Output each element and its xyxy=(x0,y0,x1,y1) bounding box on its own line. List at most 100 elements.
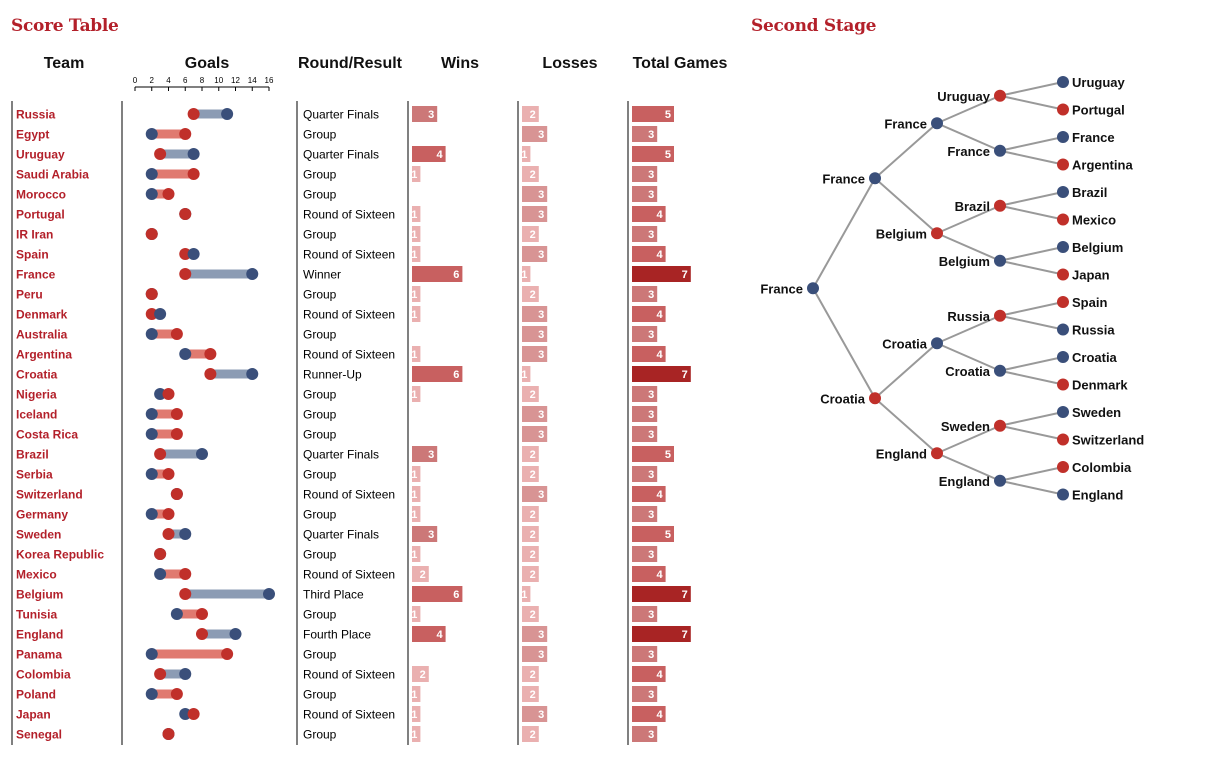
bracket-link xyxy=(874,177,938,234)
total-bar xyxy=(632,526,674,542)
wins-value: 3 xyxy=(428,109,434,121)
team-name: Colombia xyxy=(16,668,71,682)
total-value: 3 xyxy=(648,729,654,741)
bracket-link xyxy=(936,424,1001,455)
round-result: Runner-Up xyxy=(303,368,362,382)
total-value: 4 xyxy=(656,349,663,361)
losses-bar xyxy=(522,566,539,582)
bracket-node xyxy=(994,144,1006,157)
bracket-link xyxy=(936,342,1001,372)
goals-scored-dot xyxy=(145,408,158,420)
table-row: Iceland Group 3 3 xyxy=(16,406,658,422)
total-bar xyxy=(632,186,658,202)
total-value: 4 xyxy=(656,249,663,261)
total-bar xyxy=(632,346,666,362)
bracket-node xyxy=(807,282,819,295)
total-bar xyxy=(632,546,658,562)
table-row: Germany Group 1 2 3 xyxy=(16,506,658,522)
wins-value: 1 xyxy=(411,509,417,521)
wins-value: 1 xyxy=(411,729,417,741)
total-value: 3 xyxy=(648,329,654,341)
wins-bar xyxy=(412,286,421,302)
bracket-link xyxy=(999,479,1064,496)
wins-value: 1 xyxy=(411,609,417,621)
goals-scored-dot xyxy=(229,628,242,640)
losses-bar xyxy=(522,306,548,322)
round-result: Winner xyxy=(303,268,341,282)
round-result: Group xyxy=(303,688,337,702)
goals-conceded-dot xyxy=(145,308,158,320)
round-result: Group xyxy=(303,168,337,182)
losses-value: 2 xyxy=(530,449,536,461)
total-value: 5 xyxy=(665,529,671,541)
wins-value: 4 xyxy=(436,629,443,641)
bracket-link xyxy=(999,191,1064,207)
total-value: 5 xyxy=(665,149,671,161)
team-name: Mexico xyxy=(16,568,57,582)
wins-value: 1 xyxy=(411,209,417,221)
bracket-nodes: Uruguay Portugal Uruguay France Argentina Fra… xyxy=(760,75,1144,503)
losses-value: 2 xyxy=(530,669,536,681)
table-row: France Winner 6 1 7 xyxy=(16,266,691,282)
losses-bar xyxy=(522,486,548,502)
team-name: Costa Rica xyxy=(16,428,78,442)
team-name: Brazil xyxy=(16,448,49,462)
bracket-team-label: Portugal xyxy=(1072,103,1125,118)
bracket-node xyxy=(1057,351,1069,363)
round-result: Quarter Finals xyxy=(303,148,379,162)
goals-scored-dot xyxy=(145,168,158,180)
team-name: Switzerland xyxy=(16,488,83,502)
table-row: Portugal Round of Sixteen 1 3 4 xyxy=(16,206,666,222)
wins-bar xyxy=(412,686,421,702)
total-bar xyxy=(632,386,658,402)
goals-scored-dot xyxy=(179,528,192,540)
wins-value: 2 xyxy=(420,669,426,681)
total-value: 4 xyxy=(656,569,663,581)
losses-value: 3 xyxy=(538,249,544,261)
losses-value: 3 xyxy=(538,629,544,641)
goals-axis-tick-label: 2 xyxy=(150,76,155,85)
wins-value: 2 xyxy=(420,569,426,581)
round-result: Round of Sixteen xyxy=(303,248,395,262)
wins-value: 1 xyxy=(411,349,417,361)
wins-value: 1 xyxy=(411,389,417,401)
table-row: Uruguay Quarter Finals 4 1 5 xyxy=(16,146,674,162)
bracket-team-label: Belgium xyxy=(876,226,927,241)
goals-scored-dot xyxy=(154,388,167,400)
total-value: 3 xyxy=(648,509,654,521)
bracket-links xyxy=(812,81,1064,496)
team-column-header: Team xyxy=(43,55,85,72)
losses-value: 3 xyxy=(538,329,544,341)
total-value: 7 xyxy=(682,589,688,601)
bracket-link xyxy=(999,81,1064,97)
bracket-node xyxy=(1057,213,1069,226)
round-result: Group xyxy=(303,608,337,622)
goals-conceded-dot xyxy=(204,348,217,360)
table-row: Tunisia Group 1 2 3 xyxy=(16,606,658,622)
table-row: Saudi Arabia Group 1 2 3 xyxy=(16,166,658,182)
team-name: Sweden xyxy=(16,528,61,542)
total-value: 3 xyxy=(648,189,654,201)
losses-bar xyxy=(522,366,531,382)
losses-value: 2 xyxy=(530,549,536,561)
goals-axis-tick-label: 14 xyxy=(248,76,257,85)
wins-value: 1 xyxy=(411,289,417,301)
total-value: 7 xyxy=(682,629,688,641)
round-result: Group xyxy=(303,288,337,302)
losses-value: 2 xyxy=(530,609,536,621)
team-name: Senegal xyxy=(16,728,62,742)
losses-bar xyxy=(522,286,539,302)
bracket-team-label: Brazil xyxy=(1072,185,1107,200)
bracket-team-label: Croatia xyxy=(1072,350,1118,365)
goals-scored-dot xyxy=(221,108,234,120)
team-name: Croatia xyxy=(16,368,58,382)
table-row: Peru Group 1 2 3 xyxy=(16,286,658,302)
round-column-header: Round/Result xyxy=(298,55,402,72)
table-row: Japan Round of Sixteen 1 3 4 xyxy=(16,706,666,722)
losses-bar xyxy=(522,446,539,462)
losses-value: 3 xyxy=(538,649,544,661)
bracket-node xyxy=(1057,186,1069,198)
bracket-team-label: Switzerland xyxy=(1072,433,1144,448)
table-row: Mexico Round of Sixteen 2 2 4 xyxy=(16,566,666,582)
total-value: 3 xyxy=(648,649,654,661)
